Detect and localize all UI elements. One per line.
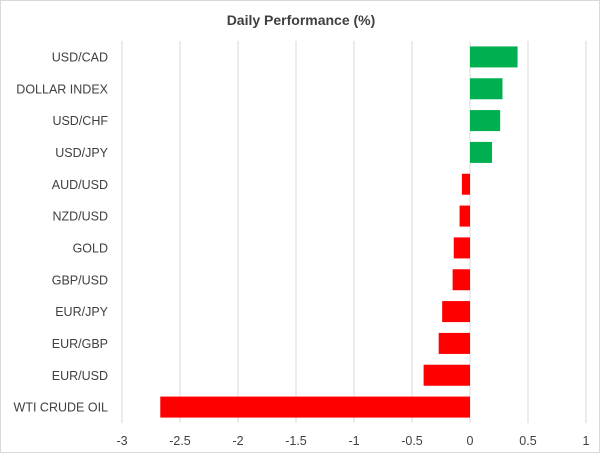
bar [453, 237, 470, 259]
category-label: NZD/USD [52, 210, 108, 224]
x-tick-label: 1 [583, 434, 590, 448]
bar [452, 269, 470, 291]
bar [438, 332, 470, 354]
x-tick-label: 0 [467, 434, 474, 448]
x-tick-label: -0.5 [401, 434, 423, 448]
chart-title: Daily Performance (%) [227, 12, 376, 28]
category-label: DOLLAR INDEX [16, 82, 108, 96]
category-label: EUR/USD [52, 369, 108, 383]
category-label: EUR/GBP [52, 337, 108, 351]
category-labels: USD/CAD DOLLAR INDEX USD/CHF USD/JPY AUD/USD… [14, 50, 109, 414]
category-label: EUR/JPY [55, 305, 108, 319]
bar [470, 141, 493, 163]
bar [470, 78, 503, 100]
bar [459, 205, 470, 227]
category-label: USD/CHF [52, 114, 108, 128]
category-label: GOLD [73, 241, 108, 255]
x-tick-label: -2 [232, 434, 243, 448]
category-label: GBP/USD [52, 273, 108, 287]
bar [470, 46, 518, 68]
bar [423, 364, 470, 386]
category-label: AUD/USD [52, 178, 108, 192]
bar [160, 396, 470, 418]
x-tick-label: -1 [348, 434, 359, 448]
category-label: WTI CRUDE OIL [14, 401, 108, 415]
bar [461, 173, 470, 195]
bars [160, 46, 518, 418]
category-label: USD/CAD [52, 50, 108, 64]
x-tick-label: -1.5 [285, 434, 307, 448]
x-tick-label: -2.5 [169, 434, 191, 448]
x-tick-label: 0.5 [519, 434, 536, 448]
category-label: USD/JPY [55, 146, 108, 160]
x-tick-label: -3 [116, 434, 127, 448]
bar [442, 301, 470, 323]
bar [470, 110, 501, 132]
gridlines [121, 41, 587, 423]
x-axis-tick-labels: -3 -2.5 -2 -1.5 -1 -0.5 0 0.5 1 [116, 434, 589, 448]
